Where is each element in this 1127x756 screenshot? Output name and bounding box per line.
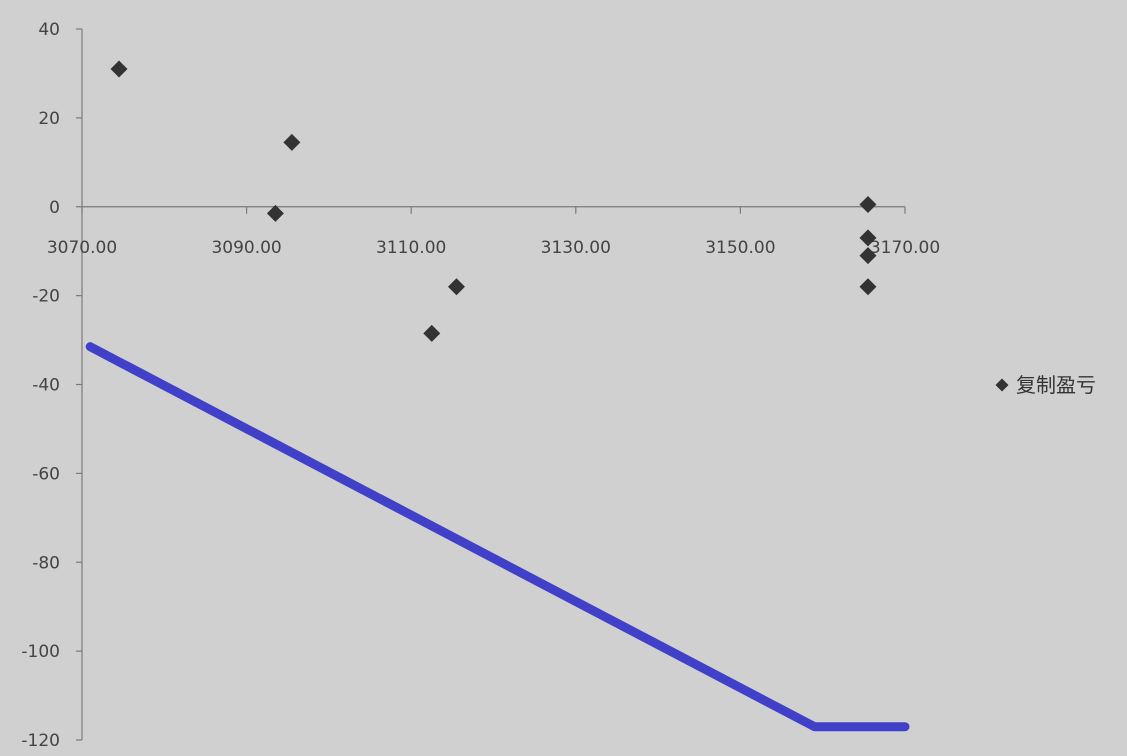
- y-tick-label: -20: [32, 287, 60, 307]
- y-tick-label: -40: [32, 376, 60, 396]
- y-tick-label: -60: [32, 464, 60, 484]
- y-tick-label: -100: [21, 642, 60, 662]
- data-point-diamond: [859, 196, 877, 214]
- y-tick-label: -120: [21, 731, 60, 751]
- x-tick-label: 3150.00: [705, 238, 775, 258]
- data-point-diamond: [266, 204, 284, 222]
- x-tick-label: 3170.00: [870, 238, 940, 258]
- data-point-diamond: [283, 133, 301, 151]
- x-tick-label: 3110.00: [376, 238, 446, 258]
- data-point-diamond: [423, 324, 441, 342]
- legend-label: 复制盈亏: [1016, 373, 1096, 397]
- x-tick-label: 3090.00: [211, 238, 281, 258]
- y-tick-label: 0: [49, 198, 60, 218]
- data-point-diamond: [859, 278, 877, 296]
- series-points-layer: [110, 60, 877, 342]
- x-tick-label: 3070.00: [47, 238, 117, 258]
- data-point-diamond: [859, 247, 877, 265]
- x-tick-label: 3130.00: [541, 238, 611, 258]
- y-tick-label: -80: [32, 553, 60, 573]
- y-tick-label: 40: [38, 20, 60, 40]
- data-point-diamond: [447, 278, 465, 296]
- y-tick-label: 20: [38, 109, 60, 129]
- series-line-layer: [85, 342, 910, 732]
- data-point-diamond: [859, 229, 877, 247]
- legend: 复制盈亏: [995, 373, 1096, 397]
- data-point-diamond: [110, 60, 128, 78]
- axes: 40 20 0 -20 -40 -60 -80 -100 -120 3070.00 3090.00 3…: [21, 20, 940, 751]
- legend-marker-diamond: [995, 378, 1009, 392]
- series-line: [85, 342, 910, 732]
